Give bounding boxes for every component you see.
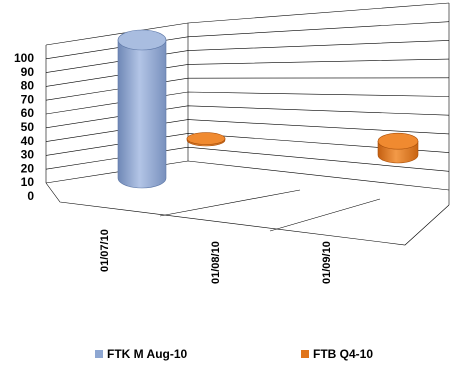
gridlines bbox=[45, 2, 450, 246]
y-tick-label: 60 bbox=[21, 106, 35, 120]
gridline bbox=[45, 40, 450, 73]
y-tick-label: 10 bbox=[21, 175, 35, 189]
y-tick-label: 0 bbox=[27, 189, 34, 203]
legend-label-ftk: FTK M Aug-10 bbox=[107, 347, 188, 361]
legend-swatch-ftb bbox=[301, 350, 309, 358]
x-tick-label: 01/09/10 bbox=[321, 241, 333, 284]
floor-divider bbox=[269, 198, 381, 232]
y-tick-label: 40 bbox=[21, 134, 35, 148]
bar-top bbox=[186, 132, 226, 145]
legend-item-ftb: FTB Q4-10 bbox=[301, 347, 373, 361]
gridline bbox=[45, 77, 450, 101]
bar bbox=[117, 29, 167, 189]
bar bbox=[377, 132, 419, 164]
floor-divider bbox=[159, 189, 301, 217]
gridline bbox=[45, 105, 450, 129]
gridline bbox=[45, 21, 450, 60]
legend-label-ftb: FTB Q4-10 bbox=[313, 347, 374, 361]
y-tick-label: 20 bbox=[21, 161, 35, 175]
y-tick-label: 30 bbox=[21, 148, 35, 162]
gridline bbox=[45, 91, 450, 115]
legend-item-ftk: FTK M Aug-10 bbox=[95, 347, 187, 361]
y-tick-label: 50 bbox=[21, 120, 35, 134]
gridline bbox=[45, 160, 450, 191]
x-axis: 01/07/10 01/08/10 01/09/10 bbox=[99, 229, 333, 284]
floor-edge bbox=[45, 182, 450, 246]
legend-swatch-ftk bbox=[95, 350, 103, 358]
bar-body bbox=[117, 39, 167, 189]
bar bbox=[186, 132, 226, 147]
x-tick-label: 01/07/10 bbox=[99, 229, 111, 272]
y-tick-label: 100 bbox=[14, 51, 34, 65]
gridline bbox=[45, 2, 450, 46]
legend: FTK M Aug-10 FTB Q4-10 bbox=[0, 347, 464, 365]
y-tick-label: 80 bbox=[21, 79, 35, 93]
bar-top bbox=[377, 132, 419, 150]
x-tick-label: 01/08/10 bbox=[210, 241, 222, 284]
y-tick-label: 90 bbox=[21, 65, 35, 79]
plot-area bbox=[117, 29, 419, 189]
y-tick-label: 70 bbox=[21, 92, 35, 106]
bar-top bbox=[117, 29, 167, 51]
